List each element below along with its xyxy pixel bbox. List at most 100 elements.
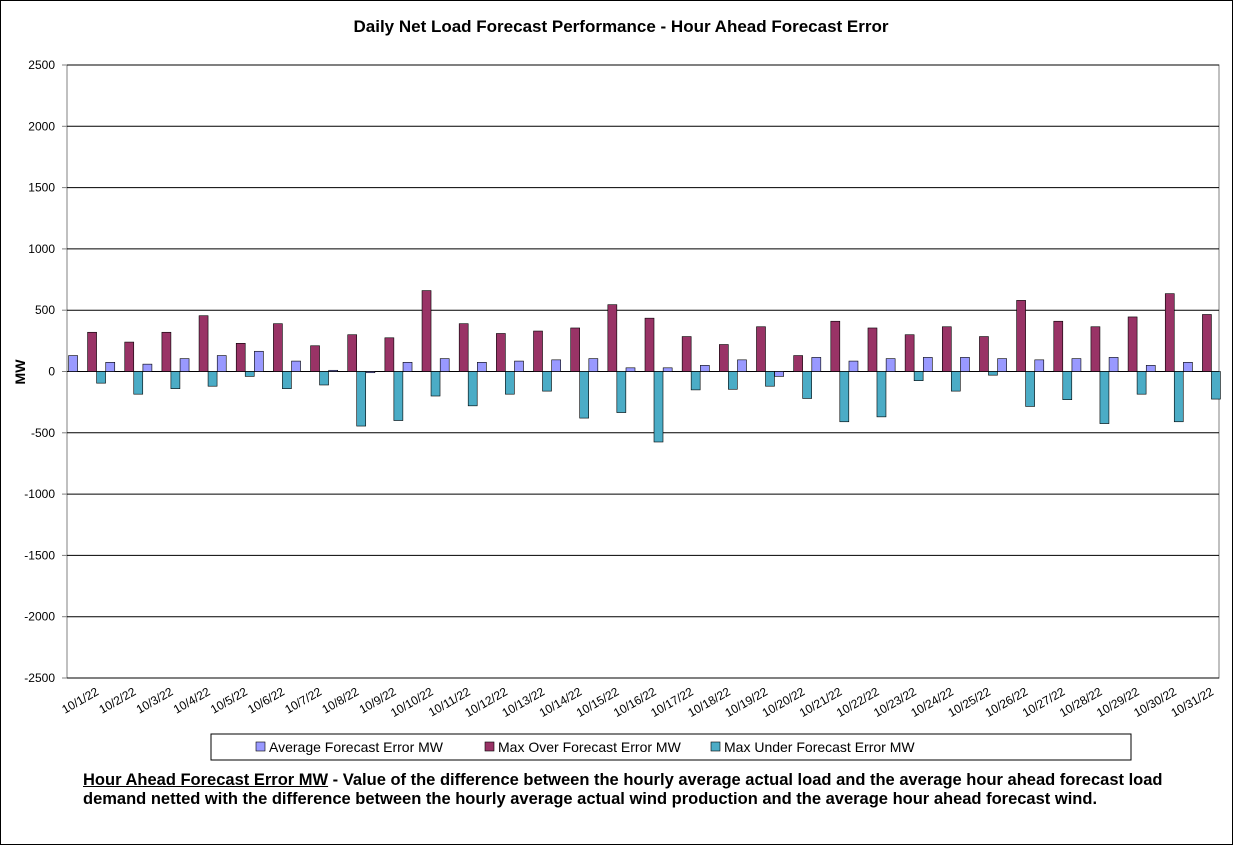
bar <box>681 336 692 372</box>
bar <box>430 371 441 397</box>
x-tick-label: 10/2/22 <box>97 684 139 716</box>
bar <box>1127 316 1138 372</box>
bar <box>87 331 97 372</box>
bar <box>421 290 432 372</box>
y-tick-label: -500 <box>31 426 55 440</box>
bar <box>467 371 478 407</box>
bar <box>1108 357 1119 372</box>
bar <box>1173 371 1184 423</box>
legend-swatch <box>710 741 721 752</box>
bar <box>960 357 970 372</box>
bar <box>254 350 264 372</box>
bar <box>1164 293 1175 372</box>
bar <box>328 369 339 372</box>
bar <box>207 371 218 387</box>
bar <box>133 371 144 395</box>
bar <box>1183 362 1193 372</box>
bar <box>235 343 246 372</box>
bar <box>365 371 376 374</box>
bar <box>1211 371 1221 400</box>
bar <box>997 358 1007 372</box>
bar <box>607 304 618 372</box>
bar <box>551 359 561 372</box>
bar <box>979 336 989 372</box>
legend-swatch <box>484 741 495 752</box>
bar <box>690 371 701 391</box>
bar <box>848 360 859 372</box>
bar <box>1016 300 1026 372</box>
bar <box>950 371 961 392</box>
x-tick-label: 10/4/22 <box>171 684 213 716</box>
bar <box>439 358 450 372</box>
bar <box>876 371 887 418</box>
x-tick-label: 10/3/22 <box>134 684 176 716</box>
bar <box>653 371 664 443</box>
y-tick-label: -2000 <box>24 610 55 624</box>
legend-box <box>210 733 1132 761</box>
bar <box>542 371 552 392</box>
legend-swatch <box>255 741 266 752</box>
bar <box>904 334 915 372</box>
bar <box>533 330 543 372</box>
x-tick-label: 10/8/22 <box>320 684 362 716</box>
bar <box>1099 371 1110 424</box>
bar <box>179 358 190 372</box>
x-tick-label: 10/10/22 <box>388 684 436 720</box>
x-tick-label: 10/31/22 <box>1168 684 1216 720</box>
bar <box>356 371 367 427</box>
bar <box>988 371 998 376</box>
bar <box>793 355 803 372</box>
bar <box>765 371 775 387</box>
bar <box>105 362 116 372</box>
footnote-heading: Hour Ahead Forecast Error MW <box>83 771 329 789</box>
bar <box>347 334 358 372</box>
bar <box>170 371 181 389</box>
bar <box>1202 314 1212 372</box>
bar <box>402 362 413 372</box>
bar <box>941 326 952 372</box>
bar <box>913 371 924 381</box>
bar <box>774 371 784 377</box>
legend-label: Max Under Forecast Error MW <box>724 739 915 755</box>
bar <box>514 360 524 372</box>
chart-title: Daily Net Load Forecast Performance - Ho… <box>353 17 888 36</box>
bar <box>728 371 738 390</box>
bar <box>161 331 172 372</box>
bar <box>811 357 822 372</box>
bar <box>496 333 506 372</box>
footnote: Hour Ahead Forecast Error MW - Value of … <box>83 771 1163 809</box>
chart: Daily Net Load Forecast Performance - Ho… <box>12 17 1221 761</box>
bar <box>96 371 106 384</box>
bar <box>244 371 255 377</box>
bar <box>570 327 580 372</box>
bar <box>830 320 841 372</box>
bar <box>1136 371 1147 395</box>
bar <box>273 323 283 372</box>
bar <box>719 344 729 372</box>
bar <box>1034 359 1045 372</box>
bar <box>588 358 599 372</box>
bar <box>310 345 320 372</box>
bar <box>505 371 515 395</box>
bar <box>737 359 747 372</box>
bar <box>1053 320 1064 372</box>
bar <box>700 365 710 372</box>
bar <box>644 317 655 372</box>
bar <box>1025 371 1035 407</box>
x-tick-label: 10/5/22 <box>208 684 250 716</box>
bar <box>458 323 469 372</box>
y-tick-label: 2500 <box>28 58 55 72</box>
bar <box>1090 326 1101 372</box>
bar <box>922 357 933 372</box>
y-tick-label: -1000 <box>24 487 55 501</box>
y-tick-label: 2000 <box>28 119 55 133</box>
bar <box>384 337 395 372</box>
bar <box>616 371 627 413</box>
bar <box>142 363 153 372</box>
x-tick-label: 10/7/22 <box>282 684 324 716</box>
bar <box>68 355 78 372</box>
x-tick-label: 10/6/22 <box>245 684 287 716</box>
bar <box>477 362 487 372</box>
bar <box>291 360 301 372</box>
